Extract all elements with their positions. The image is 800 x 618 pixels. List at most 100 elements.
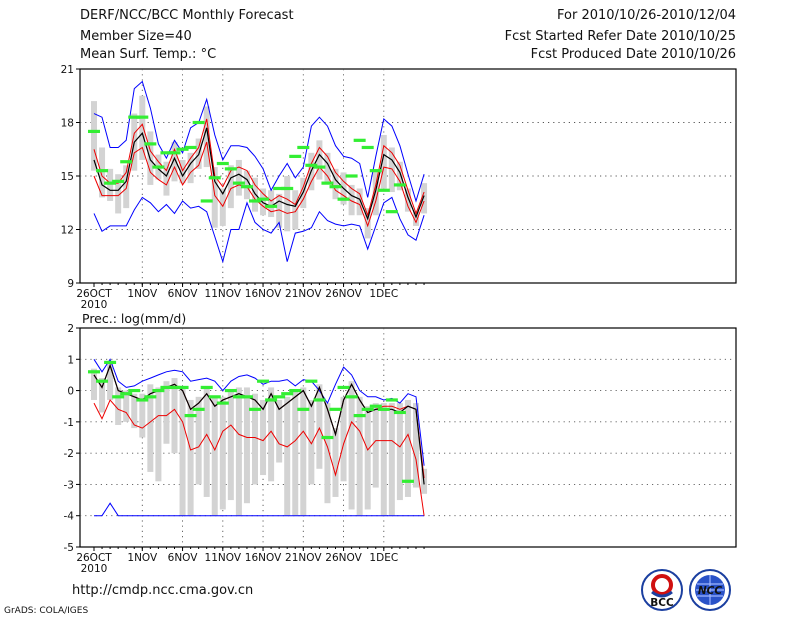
spread-box xyxy=(292,390,299,516)
spread-box xyxy=(131,393,138,429)
source-url[interactable]: http://cmdp.ncc.cma.gov.cn xyxy=(72,583,254,598)
spread-box xyxy=(356,188,363,216)
spread-box xyxy=(404,399,411,497)
spread-box xyxy=(316,384,323,469)
spread-box xyxy=(107,362,114,400)
spread-box xyxy=(308,399,315,485)
spread-box xyxy=(413,403,419,488)
y-tick-label: 21 xyxy=(61,64,74,76)
spread-box xyxy=(380,134,387,189)
x-tick-label: 11NOV xyxy=(205,288,242,300)
spread-box xyxy=(235,387,242,516)
spread-box xyxy=(179,387,186,516)
spread-box xyxy=(284,176,291,232)
spread-box xyxy=(219,396,226,510)
spread-box xyxy=(276,193,283,228)
x-tick-label: 1DEC xyxy=(369,552,398,564)
x-tick-label: 1NOV xyxy=(127,552,158,564)
spread-box xyxy=(388,403,395,516)
min-line xyxy=(94,502,425,517)
variable-label: Mean Surf. Temp.: °C xyxy=(80,47,217,62)
spread-box xyxy=(243,387,250,504)
x-tick-label: 11NOV xyxy=(205,552,242,564)
x-tick-label: 6NOV xyxy=(168,288,199,300)
x-tick-label: 6NOV xyxy=(168,552,199,564)
spread-box xyxy=(324,403,331,504)
spread-box xyxy=(284,396,291,516)
x-tick-label: 26OCT xyxy=(76,552,112,564)
x-tick-label: 21NOV xyxy=(285,288,322,300)
spread-box xyxy=(300,387,307,516)
spread-box xyxy=(364,208,371,239)
lower-bound-line xyxy=(93,399,425,516)
spread-box xyxy=(332,428,339,497)
x-tick-label: 21NOV xyxy=(285,552,322,564)
spread-box xyxy=(324,152,331,184)
spread-box xyxy=(396,403,403,501)
member-size: Member Size=40 xyxy=(80,29,192,44)
x-tick-label: 16NOV xyxy=(245,288,282,300)
min-line xyxy=(93,196,425,264)
spread-box xyxy=(203,106,210,168)
spread-box xyxy=(115,387,122,425)
spread-box xyxy=(404,188,411,212)
spread-box xyxy=(332,168,339,200)
spread-box xyxy=(163,381,170,444)
x-tick-label: 26NOV xyxy=(325,552,362,564)
y-tick-label: 15 xyxy=(61,171,74,183)
chart-title: DERF/NCC/BCC Monthly Forecast xyxy=(80,8,294,23)
forecast-start-date: Fcst Started Refer Date 2010/10/25 xyxy=(504,29,736,44)
x-tick-label: 26OCT xyxy=(76,288,112,300)
y-tick-label: -1 xyxy=(64,417,74,429)
spread-box xyxy=(235,159,242,196)
y-tick-label: 12 xyxy=(61,225,74,237)
spread-box xyxy=(99,378,106,413)
upper-bound-line xyxy=(93,118,425,217)
svg-text:NCC: NCC xyxy=(698,585,722,597)
y-tick-label: 2 xyxy=(67,323,74,335)
spread-box xyxy=(163,161,170,196)
x-tick-label: 16NOV xyxy=(245,552,282,564)
spread-box xyxy=(260,399,267,476)
spread-box xyxy=(171,378,178,454)
spread-box xyxy=(372,403,379,488)
spread-box xyxy=(211,396,218,516)
spread-box xyxy=(187,152,194,184)
spread-box xyxy=(243,170,250,200)
spread-box xyxy=(99,147,106,198)
spread-box xyxy=(171,142,178,182)
spread-box xyxy=(380,403,387,516)
lower-bound-line xyxy=(93,141,425,228)
spread-box xyxy=(203,387,210,497)
spread-box xyxy=(227,165,234,209)
spread-box xyxy=(115,174,122,214)
spread-box xyxy=(421,183,428,214)
spread-box xyxy=(91,101,97,171)
spread-box xyxy=(388,147,395,193)
spread-box xyxy=(147,384,154,472)
spread-box xyxy=(211,167,218,228)
spread-box xyxy=(364,406,371,510)
y-tick-label: -3 xyxy=(64,479,74,491)
svg-text:BCC: BCC xyxy=(650,597,674,609)
spread-box xyxy=(195,396,202,485)
spread-box xyxy=(139,95,146,160)
bcc-logo-icon: BCC xyxy=(641,569,683,611)
spread-box xyxy=(372,170,379,216)
y-tick-label: -2 xyxy=(64,448,74,460)
spread-box xyxy=(316,140,323,180)
spread-box xyxy=(139,393,146,438)
x-tick-year-label: 2010 xyxy=(81,299,108,311)
ncc-logo-icon: NCC xyxy=(689,569,731,611)
y-tick-label: -5 xyxy=(64,542,74,554)
y-tick-label: 18 xyxy=(61,118,74,130)
x-tick-label: 1NOV xyxy=(127,288,158,300)
spread-box xyxy=(276,399,283,463)
y-tick-label: 1 xyxy=(67,354,74,366)
max-line xyxy=(93,80,425,203)
spread-box xyxy=(413,211,419,226)
x-tick-year-label: 2010 xyxy=(81,563,108,575)
spread-box xyxy=(356,396,363,516)
